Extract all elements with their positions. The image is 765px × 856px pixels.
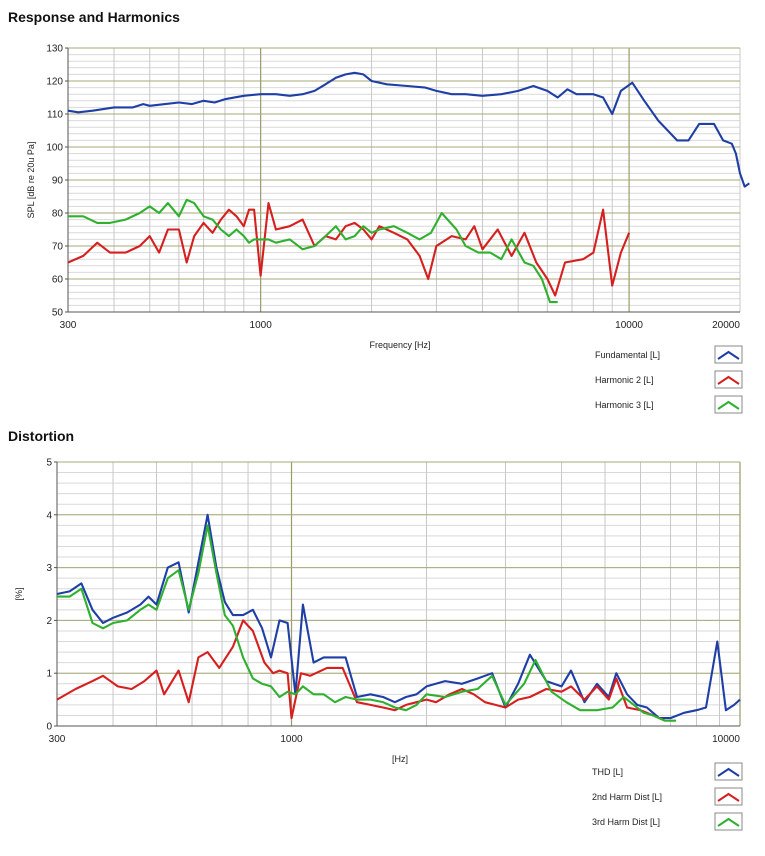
legend-swatch-box-harmonic-2 (714, 370, 743, 389)
legend-label-harmonic-2: Harmonic 2 [L] (595, 375, 654, 385)
series-line-fundamental (67, 71, 750, 188)
series-line-harmonic-3 (68, 198, 558, 304)
x-axis-label: [Hz] (392, 754, 408, 764)
y-tick-label: 1 (46, 669, 52, 680)
x-tick-label: 10000 (712, 734, 740, 745)
y-tick-label: 70 (52, 242, 64, 253)
legend-label-2nd-harm-dist: 2nd Harm Dist [L] (592, 792, 662, 802)
series-line-thd (56, 513, 741, 720)
x-tick-label: 10000 (615, 320, 643, 331)
y-tick-label: 5 (46, 458, 52, 469)
x-tick-label: 1000 (250, 320, 273, 331)
y-tick-label: 60 (52, 275, 64, 286)
x-tick-label: 1000 (280, 734, 303, 745)
x-axis-label: Frequency [Hz] (369, 340, 430, 350)
y-axis-label: SPL [dB re 20u Pa] (26, 142, 36, 219)
legend-swatch-2nd-harm-dist (717, 792, 740, 802)
y-tick-label: 130 (46, 44, 63, 55)
x-tick-label: 300 (49, 734, 66, 745)
legend-swatch-fundamental (717, 350, 740, 360)
distortion-chart: 0 1 2 3 4 5 300 1000 10000 [Hz] [%] THD [L] 2nd Harm… (14, 458, 743, 831)
response-chart-title: Response and Harmonics (8, 9, 180, 25)
legend-swatch-harmonic-3 (717, 400, 740, 410)
legend-swatch-box-thd (714, 762, 743, 781)
legend-swatch-3rd-harm-dist (717, 817, 740, 827)
legend-swatch-box-3rd-harm-dist (714, 812, 743, 831)
legend-swatch-box-fundamental (714, 345, 743, 364)
response-chart: 50 60 70 80 90 100 110 120 130 300 1000 10000 20000 F… (26, 44, 750, 414)
legend-label-harmonic-3: Harmonic 3 [L] (595, 400, 654, 410)
y-tick-label: 80 (52, 209, 64, 220)
y-tick-label: 100 (46, 143, 63, 154)
y-tick-label: 0 (46, 722, 52, 733)
distortion-chart-title: Distortion (8, 428, 75, 444)
y-axis-label: [%] (14, 587, 24, 600)
legend-label-3rd-harm-dist: 3rd Harm Dist [L] (592, 817, 660, 827)
x-tick-label: 300 (60, 320, 77, 331)
y-tick-label: 120 (46, 77, 63, 88)
legend-swatch-harmonic-2 (717, 375, 740, 385)
legend-label-fundamental: Fundamental [L] (595, 350, 660, 360)
series-line-2nd-harm-dist (56, 619, 666, 722)
y-tick-label: 50 (52, 308, 64, 319)
y-tick-label: 3 (46, 563, 52, 574)
y-tick-label: 90 (52, 176, 64, 187)
legend-swatch-thd (717, 767, 740, 777)
series-line-harmonic-2 (67, 202, 631, 297)
legend-swatch-box-harmonic-3 (714, 395, 743, 414)
y-tick-label: 4 (46, 510, 52, 521)
y-tick-label: 2 (46, 616, 52, 627)
y-tick-label: 110 (47, 110, 63, 121)
x-tick-label: 20000 (712, 320, 740, 331)
series-line-3rd-harm-dist (57, 524, 676, 722)
legend-label-thd: THD [L] (592, 767, 623, 777)
legend-swatch-box-2nd-harm-dist (714, 787, 743, 806)
